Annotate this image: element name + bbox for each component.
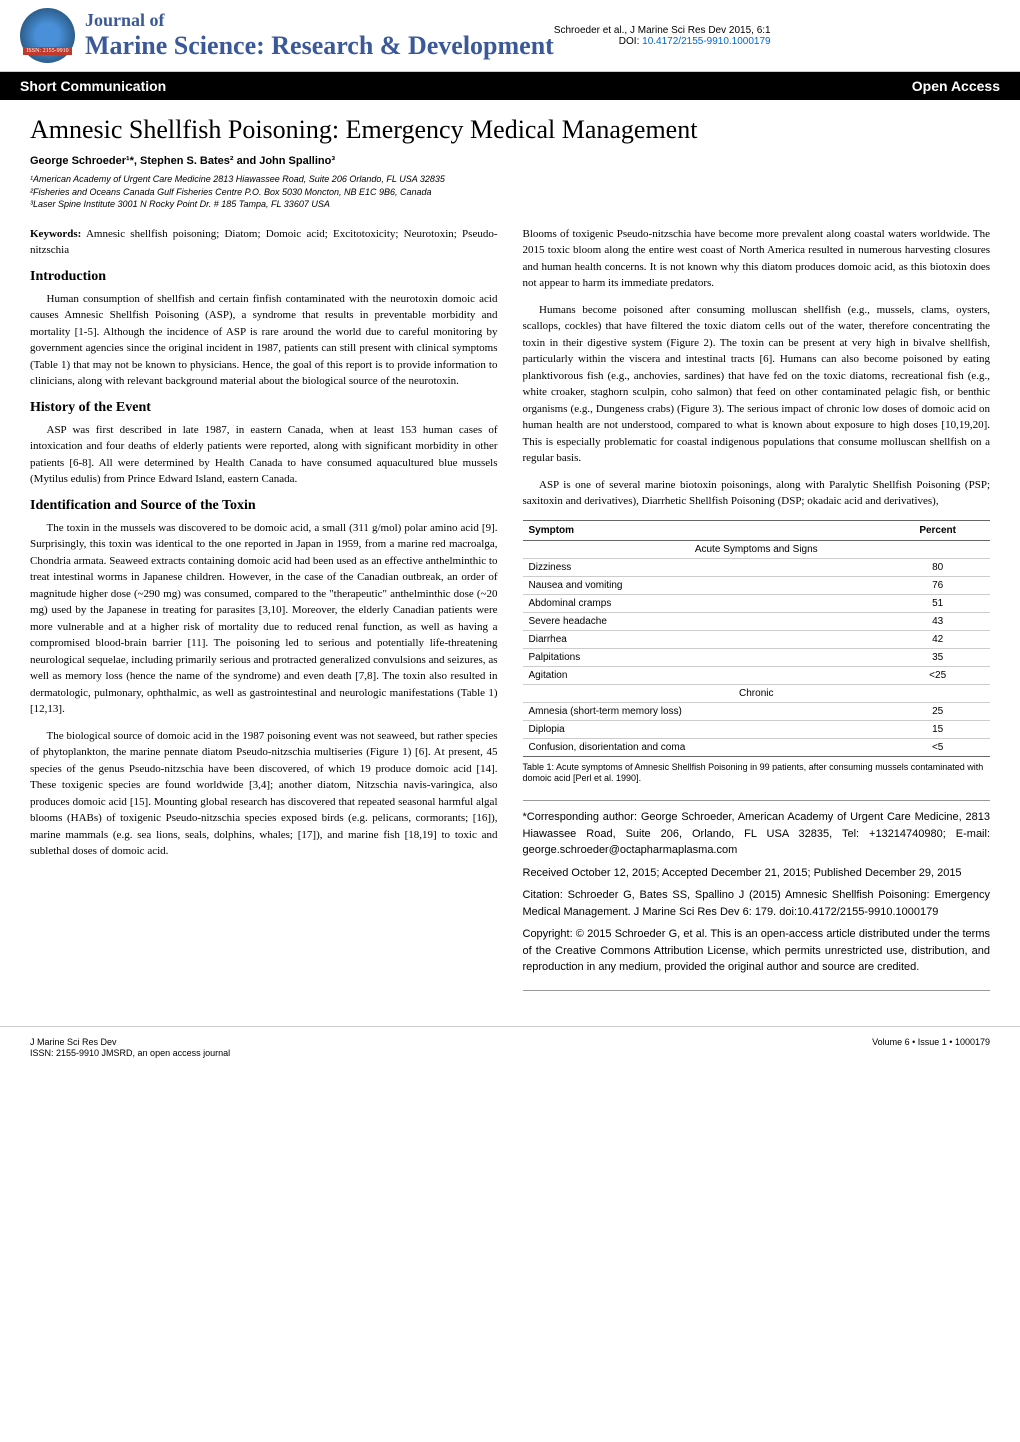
table-row: Dizziness80 xyxy=(523,558,991,576)
table-row: Palpitations35 xyxy=(523,648,991,666)
journal-name: Marine Science: Research & Development xyxy=(85,31,554,61)
page-header: Journal of Marine Science: Research & De… xyxy=(0,0,1020,72)
article-info-box: *Corresponding author: George Schroeder,… xyxy=(523,800,991,991)
table-row: Severe headache43 xyxy=(523,612,991,630)
col2-paragraph-1: Blooms of toxigenic Pseudo-nitzschia hav… xyxy=(523,226,991,292)
corresponding-author: *Corresponding author: George Schroeder,… xyxy=(523,809,991,859)
affiliations: ¹American Academy of Urgent Care Medicin… xyxy=(30,173,990,211)
footer-volume-issue: Volume 6 • Issue 1 • 1000179 xyxy=(872,1037,990,1060)
identification-heading: Identification and Source of the Toxin xyxy=(30,498,498,514)
table-row: Amnesia (short-term memory loss)25 xyxy=(523,702,991,720)
identification-paragraph-2: The biological source of domoic acid in … xyxy=(30,728,498,860)
affiliation-1: ¹American Academy of Urgent Care Medicin… xyxy=(30,173,990,186)
table-row: Nausea and vomiting76 xyxy=(523,576,991,594)
table-header-row: Symptom Percent xyxy=(523,520,991,540)
logo-area: Journal of Marine Science: Research & De… xyxy=(20,8,554,63)
keywords-label: Keywords: xyxy=(30,228,81,240)
identification-paragraph-1: The toxin in the mussels was discovered … xyxy=(30,520,498,718)
table-row: Diplopia15 xyxy=(523,720,991,738)
page-footer: J Marine Sci Res Dev ISSN: 2155-9910 JMS… xyxy=(0,1026,1020,1070)
header-citation-block: Schroeder et al., J Marine Sci Res Dev 2… xyxy=(554,25,771,47)
table-section-label: Chronic xyxy=(523,684,991,702)
affiliation-3: ³Laser Spine Institute 3001 N Rocky Poin… xyxy=(30,198,990,211)
footer-left: J Marine Sci Res Dev ISSN: 2155-9910 JMS… xyxy=(30,1037,230,1060)
table-row: Agitation<25 xyxy=(523,666,991,684)
copyright-text: Copyright: © 2015 Schroeder G, et al. Th… xyxy=(523,926,991,976)
citation-text: Citation: Schroeder G, Bates SS, Spallin… xyxy=(523,887,991,920)
open-access-label: Open Access xyxy=(912,78,1000,94)
table-section-label: Acute Symptoms and Signs xyxy=(523,540,991,558)
author-list: George Schroeder¹*, Stephen S. Bates² an… xyxy=(30,155,990,167)
right-column: Blooms of toxigenic Pseudo-nitzschia hav… xyxy=(523,226,991,991)
history-paragraph-1: ASP was first described in late 1987, in… xyxy=(30,422,498,488)
table-col-percent: Percent xyxy=(885,520,990,540)
intro-heading: Introduction xyxy=(30,269,498,285)
received-dates: Received October 12, 2015; Accepted Dece… xyxy=(523,865,991,882)
keywords-block: Keywords: Amnesic shellfish poisoning; D… xyxy=(30,226,498,259)
footer-journal-abbrev: J Marine Sci Res Dev xyxy=(30,1037,230,1049)
affiliation-2: ²Fisheries and Oceans Canada Gulf Fisher… xyxy=(30,186,990,199)
article-type-bar: Short Communication Open Access xyxy=(0,72,1020,100)
table-row: Confusion, disorientation and coma<5 xyxy=(523,738,991,756)
article-type-label: Short Communication xyxy=(20,78,166,94)
doi-line: DOI: 10.4172/2155-9910.1000179 xyxy=(554,36,771,47)
doi-label: DOI: xyxy=(619,36,640,47)
journal-logo-badge xyxy=(20,8,75,63)
table-1-caption: Table 1: Acute symptoms of Amnesic Shell… xyxy=(523,762,991,785)
footer-issn: ISSN: 2155-9910 JMSRD, an open access jo… xyxy=(30,1048,230,1060)
history-heading: History of the Event xyxy=(30,400,498,416)
table-row: Diarrhea42 xyxy=(523,630,991,648)
col2-paragraph-2: Humans become poisoned after consuming m… xyxy=(523,302,991,467)
table-col-symptom: Symptom xyxy=(523,520,886,540)
left-column: Keywords: Amnesic shellfish poisoning; D… xyxy=(30,226,498,991)
journal-title-block: Journal of Marine Science: Research & De… xyxy=(85,10,554,61)
keywords-text: Amnesic shellfish poisoning; Diatom; Dom… xyxy=(30,228,498,257)
table-section-acute: Acute Symptoms and Signs xyxy=(523,540,991,558)
table-1: Symptom Percent Acute Symptoms and Signs… xyxy=(523,520,991,757)
journal-of-label: Journal of xyxy=(85,10,554,31)
header-citation: Schroeder et al., J Marine Sci Res Dev 2… xyxy=(554,25,771,36)
table-row: Abdominal cramps51 xyxy=(523,594,991,612)
article-title: Amnesic Shellfish Poisoning: Emergency M… xyxy=(30,115,990,145)
col2-paragraph-3: ASP is one of several marine biotoxin po… xyxy=(523,477,991,510)
doi-link[interactable]: 10.4172/2155-9910.1000179 xyxy=(642,36,770,47)
two-column-layout: Keywords: Amnesic shellfish poisoning; D… xyxy=(30,226,990,991)
main-content: Amnesic Shellfish Poisoning: Emergency M… xyxy=(0,100,1020,1006)
table-section-chronic: Chronic xyxy=(523,684,991,702)
table-body: Acute Symptoms and Signs Dizziness80 Nau… xyxy=(523,540,991,756)
intro-paragraph-1: Human consumption of shellfish and certa… xyxy=(30,291,498,390)
